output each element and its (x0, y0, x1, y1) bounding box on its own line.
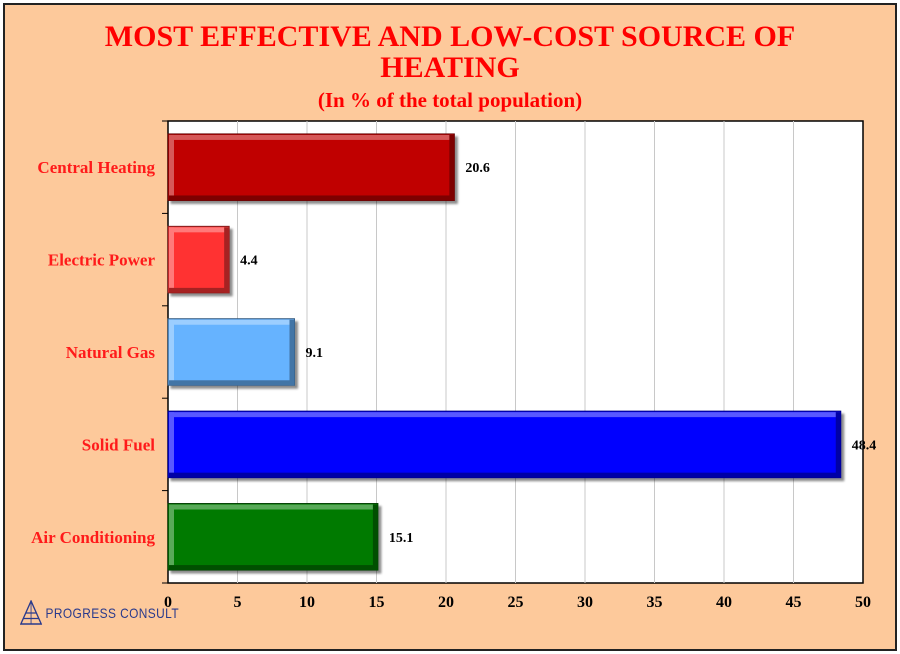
bar-body (167, 318, 295, 386)
bar (167, 225, 230, 294)
x-axis-ticks: 0 5 10 15 20 25 30 35 40 45 50 (162, 120, 871, 611)
bar-highlight-top (169, 504, 377, 510)
bar-edge-bottom (169, 195, 455, 201)
value-labels: 20.6 4.4 9.1 48.4 15.1 (240, 161, 876, 546)
bars-group (167, 133, 842, 571)
bar-body (167, 133, 455, 201)
bar-edge-right (449, 134, 455, 201)
bar-edge-right (224, 227, 230, 293)
bar-edge-bottom (169, 472, 841, 478)
bar-highlight-top (169, 412, 840, 418)
value-label: 48.4 (852, 438, 877, 453)
x-tick-label: 50 (855, 594, 871, 611)
bar-highlight-left (169, 319, 174, 385)
category-labels: Central Heating Electric Power Natural Gas… (31, 158, 155, 547)
x-tick-label: 10 (299, 594, 315, 611)
bar-highlight-left (169, 504, 174, 570)
category-label: Air Conditioning (31, 528, 155, 547)
x-tick-label: 15 (369, 594, 385, 611)
category-label: Central Heating (37, 158, 155, 177)
bar (167, 410, 842, 479)
progress-consult-pyramid-icon (20, 600, 43, 625)
bar-edge-right (372, 504, 378, 571)
value-label: 20.6 (465, 161, 490, 176)
bar (167, 133, 455, 201)
bar (167, 503, 379, 571)
bar-body (167, 225, 230, 294)
bar-body (167, 503, 379, 571)
category-label: Natural Gas (66, 343, 156, 362)
bar-edge-right (835, 412, 841, 478)
value-label: 15.1 (389, 531, 414, 546)
x-tick-label: 0 (164, 594, 172, 611)
logo-text: PROGRESS CONSULT (45, 605, 180, 621)
x-tick-label: 30 (577, 594, 593, 611)
company-logo: PROGRESS CONSULT (20, 600, 179, 626)
chart-title-line-2: HEATING (380, 51, 520, 84)
x-tick-label: 40 (716, 594, 732, 611)
bar-edge-right (289, 319, 295, 386)
chart-title-line-1: MOST EFFECTIVE AND LOW-COST SOURCE OF (104, 20, 796, 53)
bar-edge-bottom (169, 565, 378, 571)
bar-highlight-left (169, 227, 174, 292)
x-tick-label: 35 (647, 594, 663, 611)
x-tick-label: 5 (234, 594, 242, 611)
category-label: Solid Fuel (82, 435, 155, 454)
x-tick-label: 25 (508, 594, 524, 611)
bar-highlight-top (169, 134, 454, 140)
bar-highlight-top (169, 319, 294, 325)
bar-highlight-left (169, 412, 174, 477)
bar-edge-bottom (169, 287, 230, 293)
chart-title: MOST EFFECTIVE AND LOW-COST SOURCE OF HE… (5, 21, 895, 83)
value-label: 4.4 (240, 254, 258, 269)
bar-body (167, 410, 842, 479)
category-label: Electric Power (48, 251, 156, 270)
bar-highlight-top (169, 227, 229, 233)
x-tick-label: 45 (786, 594, 802, 611)
x-tick-label: 20 (438, 594, 454, 611)
value-label: 9.1 (305, 346, 323, 361)
chart-subtitle: (In % of the total population) (317, 88, 583, 112)
bar-highlight-left (169, 134, 174, 200)
bar-edge-bottom (169, 380, 295, 386)
bar (167, 318, 295, 386)
